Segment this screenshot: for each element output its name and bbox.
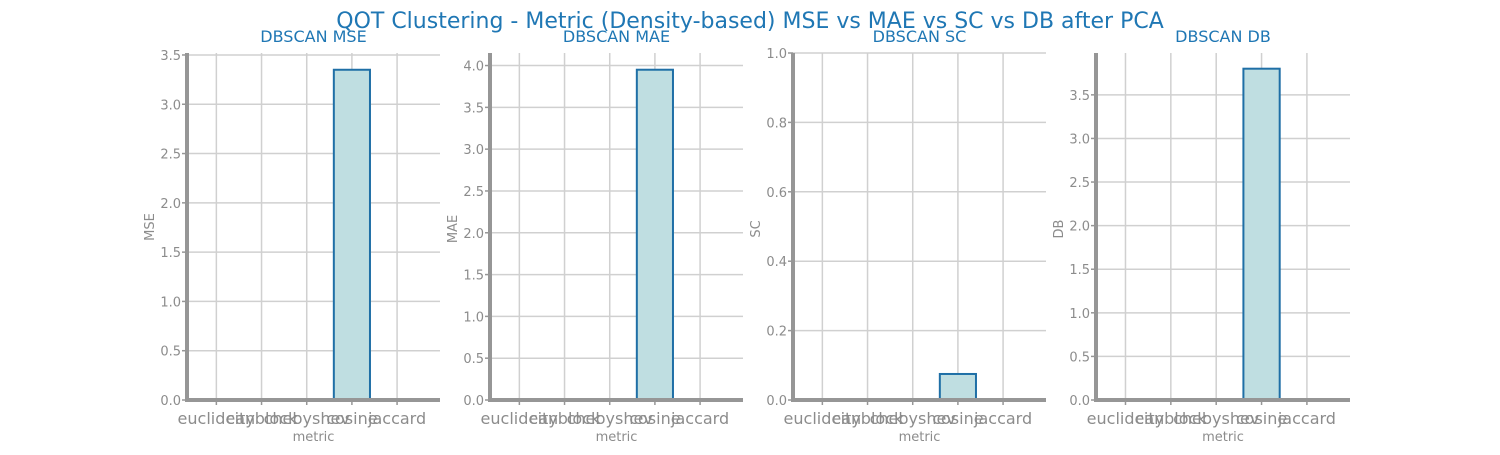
- ytick-label: 3.0: [463, 143, 484, 158]
- panel-db-axes: [1091, 53, 1350, 405]
- panel-mae-ylabel: MAE: [446, 215, 461, 243]
- panel-mae-title: DBSCAN MAE: [563, 27, 670, 46]
- ytick-label: 3.5: [1069, 89, 1090, 104]
- xtick-label: euclidean: [784, 409, 862, 428]
- ytick-label: 2.0: [463, 227, 484, 242]
- panel-sc-ylabel: SC: [749, 220, 764, 237]
- panel-sc-bars: [938, 372, 977, 402]
- ytick-label: 0.5: [463, 352, 484, 367]
- ytick-label: 0.4: [766, 255, 787, 270]
- panel-db-ylabel: DB: [1052, 220, 1067, 239]
- panel-db-grid: [1096, 53, 1350, 401]
- xtick-label: jaccard: [1277, 409, 1336, 428]
- panel-sc-axes: [788, 52, 1046, 405]
- ytick-label: 1.0: [1069, 307, 1090, 322]
- panel-db-bars: [1242, 67, 1281, 401]
- xtick-label: cosine: [326, 409, 377, 428]
- panel-sc-xlabel: metric: [899, 430, 941, 445]
- xtick-label: cityblock: [226, 409, 298, 428]
- ytick-label: 0.0: [463, 394, 484, 409]
- ytick-label: 0.5: [1069, 350, 1090, 365]
- xtick-label: euclidean: [178, 409, 256, 428]
- ytick-label: 1.0: [160, 295, 181, 310]
- panel-db: DBSCAN DB DB metric 0.0 0.5 1.0 1.5 2.0 2.5 3.…: [1052, 27, 1350, 445]
- ytick-label: 0.8: [766, 116, 787, 131]
- figure-title: QOT Clustering - Metric (Density-based) …: [336, 9, 1164, 34]
- xtick-label: cityblock: [529, 409, 601, 428]
- ytick-label: 0.0: [1069, 394, 1090, 409]
- panel-mse-bars: [332, 68, 371, 402]
- xtick-label: jaccard: [367, 409, 426, 428]
- ytick-label: 3.0: [1069, 132, 1090, 147]
- panel-sc-yticks: 0.0 0.2 0.4 0.6 0.8 1.0: [766, 47, 787, 409]
- ytick-label: 3.0: [160, 98, 181, 113]
- panel-sc-grid: [793, 52, 1046, 401]
- ytick-label: 2.0: [160, 197, 181, 212]
- xtick-label: cityblock: [832, 409, 904, 428]
- panel-mae-yticks: 0.0 0.5 1.0 1.5 2.0 2.5 3.0 3.5 4.0: [463, 60, 484, 409]
- xtick-label: chebyshev: [1173, 409, 1259, 428]
- xtick-label: cityblock: [1135, 409, 1207, 428]
- ytick-label: 4.0: [463, 60, 484, 75]
- xtick-label: chebyshev: [264, 409, 350, 428]
- xtick-label: cosine: [1236, 409, 1287, 428]
- xtick-label: cosine: [629, 409, 680, 428]
- ytick-label: 0.2: [766, 325, 787, 340]
- xtick-label: chebyshev: [567, 409, 653, 428]
- ytick-label: 0.0: [160, 394, 181, 409]
- xtick-label: chebyshev: [870, 409, 956, 428]
- panel-db-xlabel: metric: [1202, 430, 1244, 445]
- xtick-label: euclidean: [481, 409, 559, 428]
- ytick-label: 3.5: [463, 101, 484, 116]
- ytick-label: 2.5: [160, 148, 181, 163]
- bar-cosine: [635, 68, 674, 401]
- ytick-label: 0.6: [766, 186, 787, 201]
- bar-cosine: [1242, 67, 1281, 401]
- panel-mse-axes: [182, 53, 440, 405]
- ytick-label: 3.5: [160, 49, 181, 64]
- ytick-label: 0.0: [766, 394, 787, 409]
- xtick-label: jaccard: [973, 409, 1032, 428]
- panel-mae-bars: [635, 68, 674, 401]
- panel-mse: DBSCAN MSE MSE metric 0.0 0.5 1.0 1.5 2.0 2.5…: [143, 27, 440, 445]
- ytick-label: 1.5: [1069, 263, 1090, 278]
- ytick-label: 1.0: [463, 310, 484, 325]
- panel-mae-axes: [485, 53, 743, 405]
- ytick-label: 1.5: [463, 269, 484, 284]
- panel-mse-yticks: 0.0 0.5 1.0 1.5 2.0 2.5 3.0 3.5: [160, 49, 181, 409]
- panel-sc-title: DBSCAN SC: [873, 27, 967, 46]
- ytick-label: 2.0: [1069, 220, 1090, 235]
- panel-db-yticks: 0.0 0.5 1.0 1.5 2.0 2.5 3.0 3.5: [1069, 89, 1090, 409]
- panel-sc: DBSCAN SC SC metric 0.0 0.2 0.4 0.6 0.8 1.0 e…: [749, 27, 1046, 445]
- panel-mse-title: DBSCAN MSE: [260, 27, 366, 46]
- ytick-label: 0.5: [160, 345, 181, 360]
- panel-mse-xlabel: metric: [293, 430, 335, 445]
- panel-db-title: DBSCAN DB: [1175, 27, 1271, 46]
- xtick-label: jaccard: [670, 409, 729, 428]
- bar-cosine: [332, 68, 371, 402]
- panel-mse-grid: [187, 53, 440, 401]
- panel-mae-grid: [490, 53, 743, 401]
- panel-mae-xlabel: metric: [596, 430, 638, 445]
- ytick-label: 2.5: [1069, 176, 1090, 191]
- panel-mse-ylabel: MSE: [143, 213, 158, 241]
- xtick-label: euclidean: [1087, 409, 1165, 428]
- ytick-label: 1.0: [766, 47, 787, 62]
- panel-mae: DBSCAN MAE MAE metric 0.0 0.5 1.0 1.5 2.0 2.5…: [446, 27, 743, 445]
- ytick-label: 2.5: [463, 185, 484, 200]
- xtick-label: cosine: [932, 409, 983, 428]
- bar-cosine: [938, 372, 977, 402]
- ytick-label: 1.5: [160, 246, 181, 261]
